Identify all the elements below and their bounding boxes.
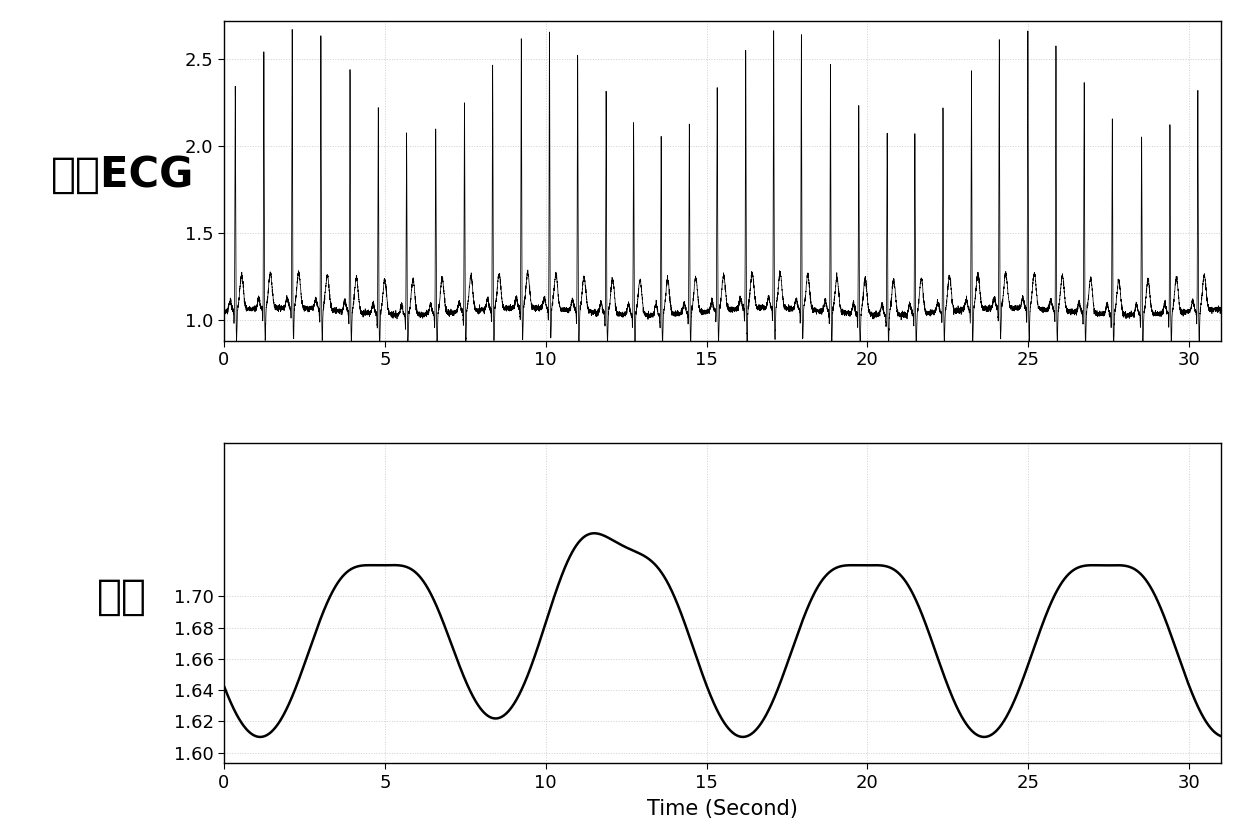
Text: 呼吸: 呼吸 (98, 576, 148, 618)
Text: 心电ECG: 心电ECG (51, 154, 195, 195)
X-axis label: Time (Second): Time (Second) (647, 799, 799, 819)
